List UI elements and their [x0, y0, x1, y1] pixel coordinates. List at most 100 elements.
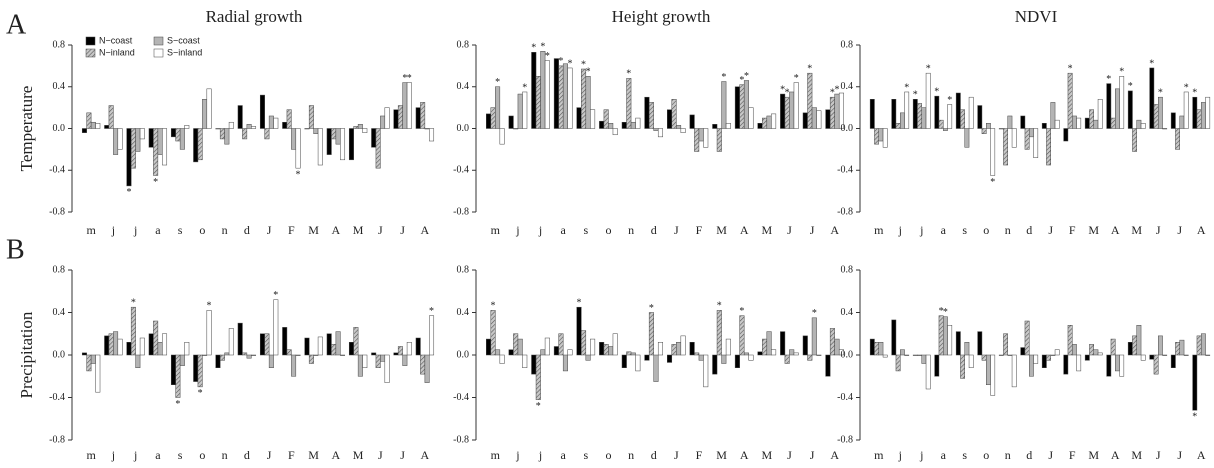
bar [424, 354, 430, 383]
bar [522, 354, 528, 368]
bar [553, 346, 559, 356]
significance-star: * [830, 87, 835, 98]
bar [1020, 347, 1026, 356]
bar [1179, 339, 1185, 356]
x-tick-label: a [941, 448, 947, 462]
y-tick-label: 0.0 [841, 349, 854, 360]
y-tick-label: 0.8 [841, 39, 854, 50]
bar [789, 349, 795, 356]
x-tick-label: J [810, 448, 815, 462]
significance-star: * [721, 72, 726, 83]
bar [838, 349, 844, 356]
x-tick-label: m [491, 448, 501, 462]
bar [486, 338, 492, 356]
significance-star: * [536, 401, 541, 412]
bar [558, 333, 564, 356]
bar [599, 120, 605, 129]
bar [762, 117, 768, 129]
bar [1153, 354, 1159, 375]
bar [874, 342, 880, 356]
bar [1029, 128, 1034, 138]
x-tick-label: J [1177, 448, 1182, 462]
significance-star: * [207, 301, 212, 312]
bar [938, 119, 944, 129]
bar [904, 91, 910, 129]
bar [648, 312, 654, 356]
bar [990, 354, 996, 396]
bar [495, 86, 501, 129]
bar [113, 331, 119, 356]
bar [357, 354, 363, 377]
x-tick-label: F [1069, 223, 1076, 237]
bar [193, 354, 199, 382]
bar [1084, 354, 1090, 361]
x-tick-label: M [1131, 448, 1142, 462]
x-tick-label: m [86, 223, 96, 237]
bar [648, 102, 654, 129]
x-tick-label: A [332, 448, 341, 462]
bar [170, 354, 176, 385]
significance-star: * [1068, 63, 1073, 74]
bar [184, 125, 190, 129]
bar [486, 113, 492, 129]
bar [766, 331, 772, 356]
significance-star: * [812, 308, 817, 319]
x-tick-label: j [515, 223, 519, 237]
bar [508, 349, 514, 356]
bar [947, 104, 953, 129]
bar [789, 91, 795, 129]
significance-star: * [947, 95, 952, 106]
x-tick-label: A [1111, 223, 1120, 237]
x-tick-label: J [1177, 223, 1182, 237]
x-tick-label: F [696, 223, 703, 237]
bar [429, 315, 435, 356]
bar [998, 128, 1004, 130]
bar [895, 354, 901, 372]
bar [1063, 354, 1069, 375]
y-tick-label: 0.0 [457, 123, 470, 134]
bar [237, 105, 243, 129]
x-tick-label: n [628, 223, 634, 237]
bar [273, 117, 279, 129]
bar [179, 128, 185, 150]
x-tick-label: j [111, 448, 115, 462]
bar [348, 342, 354, 356]
bar [694, 352, 700, 356]
bar [626, 78, 632, 129]
bar [148, 128, 154, 148]
bar [331, 344, 337, 356]
significance-star: * [943, 307, 948, 318]
legend-swatch [85, 36, 96, 46]
bar [1067, 72, 1073, 129]
bar [998, 354, 1004, 356]
y-tick-label: 0.0 [53, 123, 66, 134]
bar [331, 128, 337, 140]
x-tick-label: J [810, 223, 815, 237]
bar [402, 82, 408, 129]
significance-star: * [402, 73, 407, 84]
significance-star: * [567, 58, 572, 69]
bar [1119, 354, 1125, 377]
bar [703, 128, 709, 148]
bar [743, 80, 749, 129]
bar [393, 109, 399, 129]
x-tick-label: F [1069, 448, 1076, 462]
bar [829, 96, 835, 129]
bar [590, 338, 596, 356]
bar [921, 354, 927, 364]
bar [562, 63, 568, 129]
significance-star: * [913, 90, 918, 101]
bar [130, 306, 136, 356]
bar [1106, 354, 1112, 377]
bar [348, 128, 354, 161]
bar [304, 337, 310, 356]
bar [612, 333, 618, 356]
bar [621, 121, 627, 129]
bar [175, 128, 181, 142]
bar [676, 342, 682, 356]
x-tick-label: A [332, 223, 341, 237]
bar [567, 67, 573, 129]
bar [807, 354, 813, 361]
bar [1149, 354, 1155, 360]
x-tick-label: M [1131, 223, 1142, 237]
